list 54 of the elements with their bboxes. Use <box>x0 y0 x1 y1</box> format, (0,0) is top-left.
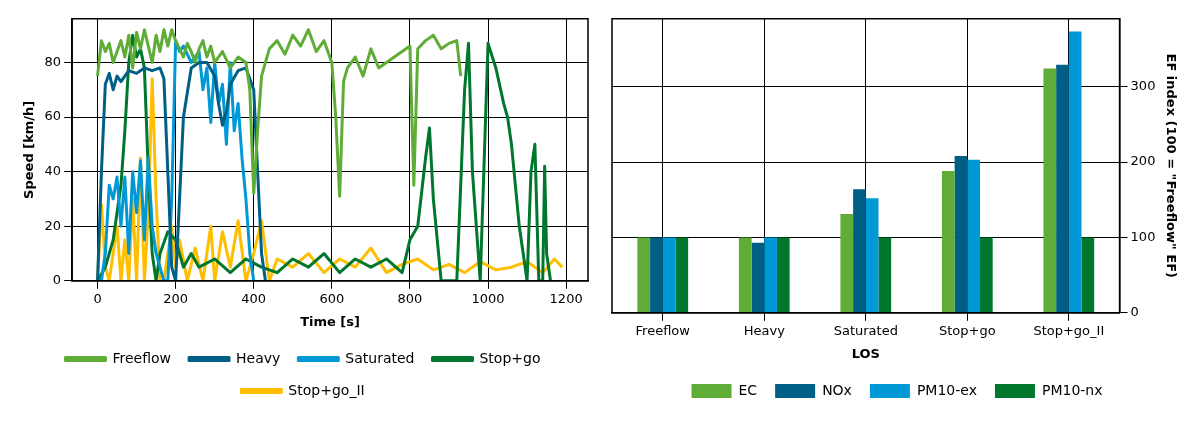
bar <box>878 237 892 313</box>
legend-label: Stop+go_II <box>288 381 365 398</box>
x-tick-label: Freeflow <box>635 322 691 338</box>
bar <box>1056 64 1069 313</box>
x-tick-label: 0 <box>93 290 102 306</box>
bar <box>776 237 790 313</box>
y-tick-label: 200 <box>1130 153 1156 169</box>
legend-label: Stop+go <box>479 349 541 366</box>
x-tick-label: 1000 <box>471 290 505 306</box>
x-tick-label: Stop+go <box>938 322 996 338</box>
bar <box>662 237 676 313</box>
y-tick-label: 0 <box>1130 304 1139 320</box>
x-tick-label: 800 <box>397 290 423 306</box>
bar <box>650 237 663 313</box>
x-tick-label: 400 <box>241 290 267 306</box>
x-tick-label: Saturated <box>833 322 898 338</box>
legend-label: EC <box>738 381 758 398</box>
legend-label: Heavy <box>236 349 281 366</box>
bar <box>738 237 752 313</box>
y-tick-label: 300 <box>1130 78 1156 94</box>
bar <box>853 189 866 313</box>
bar <box>764 237 777 313</box>
y-axis-title: Speed [km/h] <box>21 100 37 199</box>
bar <box>941 171 955 313</box>
legend-label: PM10-nx <box>1041 381 1103 398</box>
bar <box>751 242 765 313</box>
bar <box>980 237 993 313</box>
y-tick-label: 100 <box>1130 228 1156 244</box>
bar <box>954 156 968 313</box>
x-tick-label: 600 <box>319 290 345 306</box>
x-axis-title: LOS <box>851 345 880 361</box>
x-axis-title: Time [s] <box>300 313 360 329</box>
x-tick-label: 200 <box>163 290 189 306</box>
y-tick-label: 40 <box>44 163 62 179</box>
y-tick-label: 0 <box>52 272 62 288</box>
x-tick-label: 1200 <box>549 290 583 306</box>
bar <box>967 159 980 313</box>
bar <box>840 214 854 313</box>
legend-label: Saturated <box>345 349 415 366</box>
bar <box>675 237 689 313</box>
x-tick-label: Stop+go_II <box>1033 322 1105 338</box>
legend-label: PM10-ex <box>916 381 977 398</box>
bar <box>637 237 651 313</box>
bar <box>1068 31 1082 313</box>
legend-label: NOx <box>822 381 852 398</box>
y-tick-label: 60 <box>44 108 62 124</box>
y-tick-label: 20 <box>44 217 62 233</box>
x-tick-label: Heavy <box>743 322 786 338</box>
y-tick-label: 80 <box>44 53 62 69</box>
bar <box>1081 237 1095 313</box>
y-axis-title: EF index (100 = "Freeflow" EF) <box>1163 53 1179 279</box>
bar <box>865 198 879 313</box>
legend-label: Freeflow <box>112 349 172 366</box>
bar <box>1043 68 1057 313</box>
